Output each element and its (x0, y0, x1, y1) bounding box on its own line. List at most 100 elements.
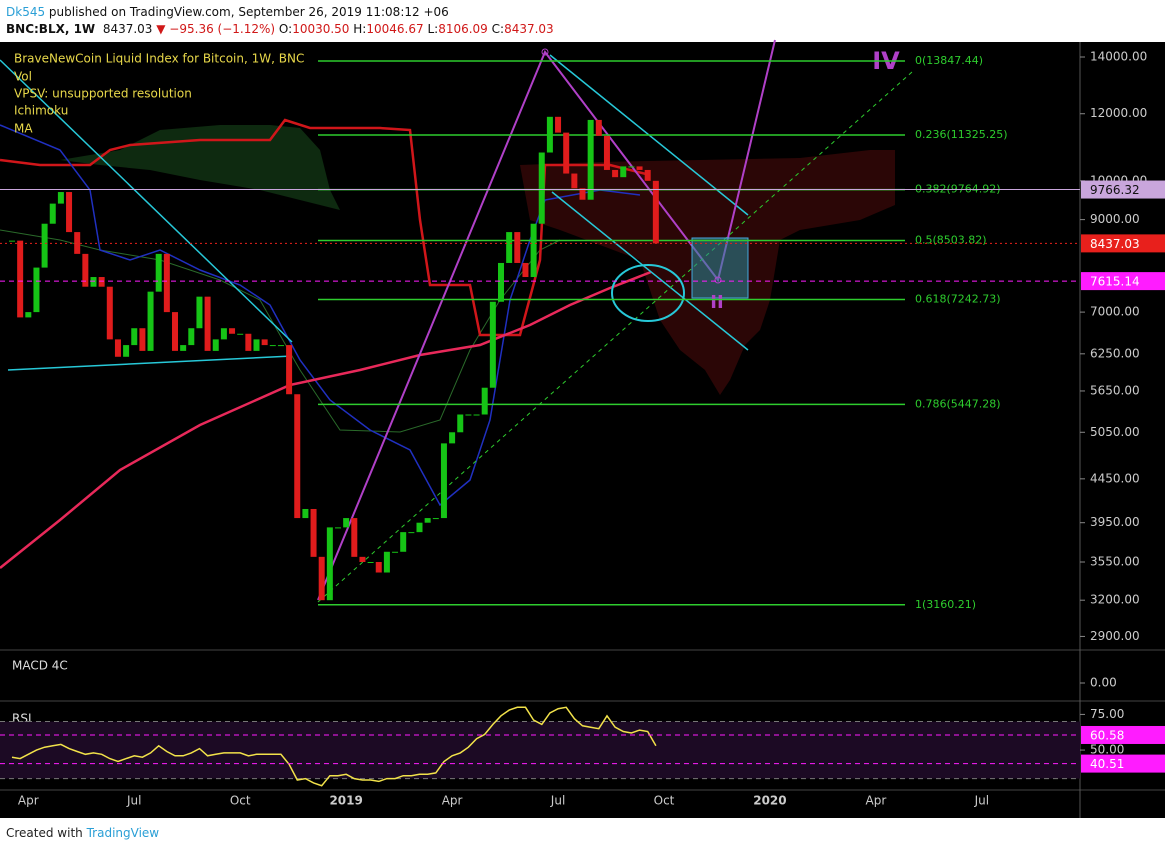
candle (440, 443, 447, 519)
price-badge-label: 7615.14 (1090, 275, 1140, 289)
candle (269, 345, 276, 347)
x-tick-label: Jul (126, 794, 141, 808)
candle (106, 286, 113, 340)
candle (555, 116, 562, 133)
header-line: BNC:BLX, 1W 8437.03 ▼ −95.36 (−1.12%) O:… (6, 21, 554, 37)
candle (123, 345, 130, 357)
candle (326, 527, 333, 601)
ohlc-label: C: (491, 22, 505, 36)
candle (318, 556, 325, 601)
ohlc-value: 8106.09 (438, 22, 488, 36)
price-badge (1081, 754, 1165, 773)
candle (139, 328, 146, 351)
candle (612, 169, 619, 178)
y-tick-label: 14000.00 (1090, 50, 1147, 64)
candle (416, 522, 423, 533)
candle (9, 240, 15, 242)
candle (587, 119, 594, 200)
candle (155, 253, 162, 292)
candle (392, 551, 399, 553)
x-tick-label: Jul (974, 794, 989, 808)
y-tick-label: 3550.00 (1090, 554, 1140, 568)
y-tick-label: 9000.00 (1090, 212, 1140, 226)
header-line: Dk545 published on TradingView.com, Sept… (6, 4, 449, 20)
ohlc-value: 10046.67 (366, 22, 424, 36)
candle (343, 518, 350, 528)
candle (90, 277, 97, 287)
pivot-point (714, 276, 722, 284)
price-badge (1081, 234, 1165, 253)
candle (644, 169, 651, 181)
y-tick-label: 4450.00 (1090, 471, 1140, 485)
rsi-band (0, 721, 1080, 779)
y-tick-label: 5650.00 (1090, 383, 1140, 397)
candle (595, 119, 602, 136)
candle (563, 132, 570, 174)
candle (131, 328, 138, 346)
ohlc-label: L: (427, 22, 439, 36)
candle (180, 345, 187, 351)
candle (237, 333, 244, 335)
candle (253, 339, 260, 351)
candle (66, 192, 73, 233)
ohlc-value: 10030.50 (292, 22, 350, 36)
candle (335, 527, 341, 529)
trend-line (7, 355, 293, 371)
candle (530, 223, 537, 278)
channel-line (551, 191, 749, 351)
y-tick-label: 3200.00 (1090, 593, 1140, 607)
candle (473, 414, 480, 416)
x-tick-label: Apr (18, 794, 39, 808)
price-badge (1081, 725, 1165, 744)
candle (220, 328, 227, 340)
pane-title: MACD 4C (12, 659, 68, 673)
author: Dk545 (6, 5, 46, 19)
candle (245, 333, 252, 351)
fib-label: 0.618(7242.73) (915, 293, 1001, 306)
published: published on TradingView.com, September … (48, 5, 449, 19)
last-price: 8437.03 (102, 22, 153, 36)
candle (465, 414, 472, 416)
candle (33, 267, 40, 313)
footer-brand: TradingView (86, 826, 160, 840)
chart-title: BraveNewCoin Liquid Index for Bitcoin, 1… (14, 52, 304, 66)
candle (277, 345, 284, 347)
candle (514, 232, 521, 263)
candle (204, 296, 211, 351)
candle (424, 518, 431, 523)
candle (82, 253, 89, 287)
candle (579, 188, 586, 200)
candle (367, 561, 374, 563)
pivot-point (541, 48, 549, 56)
candle (383, 551, 390, 573)
candle (498, 262, 504, 302)
candle (57, 192, 64, 204)
indicator-label: Vol (14, 70, 32, 84)
candle (49, 203, 56, 224)
candle (375, 561, 382, 573)
y-tick-label: 3950.00 (1090, 515, 1140, 529)
change: ▼ −95.36 (−1.12%) (156, 22, 276, 36)
candle (286, 345, 293, 395)
price-badge-label: 60.58 (1090, 728, 1124, 742)
y-tick-label: 7000.00 (1090, 305, 1140, 319)
x-tick-label: 2020 (753, 794, 786, 808)
candle (457, 414, 464, 433)
ohlc-label: O: (278, 22, 293, 36)
price-badge (1081, 272, 1165, 291)
candle (620, 166, 627, 178)
candle (25, 312, 32, 318)
candle (17, 240, 24, 318)
y-tick-label: 12000.00 (1090, 106, 1147, 120)
y-tick-label: 6250.00 (1090, 346, 1140, 360)
candle (359, 556, 366, 562)
candle (538, 152, 545, 224)
candle (172, 312, 178, 351)
candle (229, 328, 236, 334)
y-tick-label: 0.00 (1090, 676, 1117, 690)
x-tick-label: Jul (550, 794, 565, 808)
candle (261, 339, 268, 346)
candle (481, 387, 488, 415)
candle (546, 116, 553, 153)
x-tick-label: Apr (442, 794, 463, 808)
